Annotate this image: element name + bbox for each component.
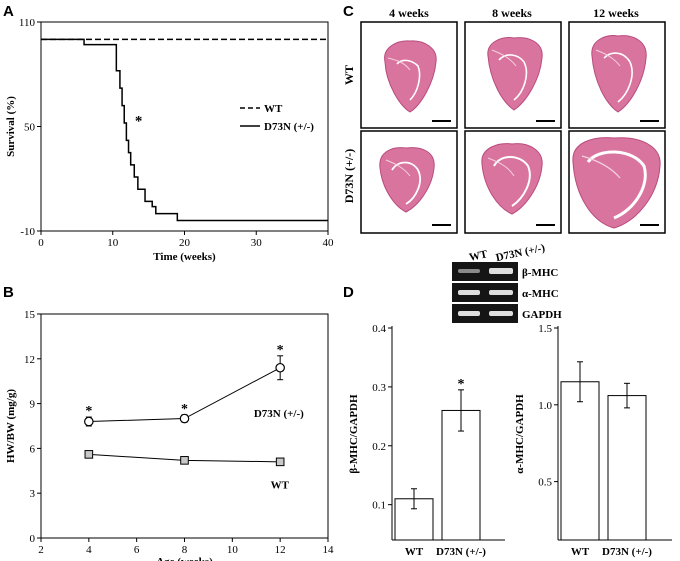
hwbw-chart: 2 4 6 8 10 12 14 0 3 6 9 12 15 Age (weeks) HW/BW (mg/g… (5, 309, 334, 561)
series-line-d73n (41, 38, 328, 222)
x-tick-label: 20 (179, 237, 191, 249)
gel-band (458, 269, 480, 273)
x-tick-label: 12 (275, 544, 286, 556)
panel-label-b: B (3, 284, 14, 301)
data-point-wt (275, 457, 285, 467)
x-axis-label: Time (weeks) (153, 251, 216, 263)
gel-band (458, 290, 480, 295)
y-tick-label: 0.1 (372, 500, 386, 512)
x-tick-label: 14 (323, 544, 335, 556)
plot-frame (40, 313, 329, 539)
significance-star: * (135, 114, 143, 130)
category-label-wt: WT (571, 546, 590, 558)
y-tick-label: 1.0 (538, 400, 552, 412)
data-point-d73n (84, 416, 94, 427)
beta-mhc-bar-chart: 0.1 0.2 0.3 0.4 β-MHC/GAPDH WT D73N (+/-) * (348, 323, 505, 558)
x-tick-label: 6 (134, 544, 140, 556)
y-axis-label: Survival (%) (5, 96, 17, 157)
y-tick-label: 3 (30, 488, 36, 500)
gel-lane-wt: WT (468, 248, 489, 264)
gel-strip-gapdh (452, 304, 518, 323)
x-tick-label: 40 (323, 237, 335, 249)
y-tick-label: 1.5 (538, 323, 552, 335)
western-gel: WT D73N (+/-) β-MHC α-MHC GAPDH (452, 242, 562, 323)
x-tick-label: 4 (86, 544, 92, 556)
col-label-8-weeks: 8 weeks (492, 6, 532, 20)
x-tick-label: 10 (107, 237, 119, 249)
significance-star: * (85, 404, 92, 419)
bar-wt (560, 381, 600, 541)
x-axis-label: Age (weeks) (156, 556, 213, 561)
series-label-wt: WT (271, 480, 290, 492)
y-axis-label: β-MHC/GAPDH (348, 394, 360, 474)
significance-star: * (181, 402, 188, 417)
gel-lane-d73n: D73N (+/-) (495, 242, 547, 264)
heart-section-wt-12w (591, 35, 647, 113)
heart-section-d73n-12w (572, 137, 661, 229)
gel-strip-beta (452, 262, 518, 281)
y-tick-label: -10 (20, 226, 35, 238)
gel-band (489, 311, 513, 316)
data-point-wt (84, 450, 94, 459)
y-tick-label: 15 (24, 309, 36, 321)
significance-star: * (277, 343, 284, 358)
y-axis-label: HW/BW (mg/g) (5, 389, 17, 463)
data-point-d73n (179, 413, 190, 424)
data-point-d73n (275, 362, 285, 373)
col-label-12-weeks: 12 weeks (593, 6, 639, 20)
y-tick-label: 50 (24, 122, 36, 134)
bar-d73n (607, 395, 647, 541)
panel-label-d: D (343, 284, 354, 301)
legend-label-wt: WT (264, 103, 283, 115)
y-axis-label: α-MHC/GAPDH (514, 394, 526, 474)
category-label-d73n: D73N (+/-) (602, 546, 652, 558)
col-label-4-weeks: 4 weeks (389, 6, 429, 20)
y-tick-label: 110 (19, 17, 36, 29)
heart-section-d73n-8w (481, 143, 543, 215)
y-tick-label: 0 (30, 533, 36, 545)
x-tick-label: 30 (251, 237, 263, 249)
gel-band (458, 311, 480, 316)
alpha-mhc-bar-chart: 0.5 1.0 1.5 α-MHC/GAPDH WT D73N (+/-) (514, 323, 672, 558)
gel-label-beta-mhc: β-MHC (522, 267, 558, 279)
category-label-d73n: D73N (+/-) (436, 546, 486, 558)
y-tick-label: 9 (30, 399, 36, 411)
gel-band (489, 290, 513, 295)
heart-section-wt-4w (384, 40, 437, 113)
y-tick-label: 0.3 (372, 382, 386, 394)
histology-grid: 4 weeks 8 weeks 12 weeks WT D73N (+/-) (342, 6, 666, 234)
y-tick-label: 0.2 (372, 441, 386, 453)
x-tick-label: 0 (38, 237, 44, 249)
gel-band (489, 268, 513, 274)
survival-chart: 0 10 20 30 40 -10 50 110 Time (weeks) Survival (%… (5, 17, 334, 263)
x-tick-label: 2 (38, 544, 44, 556)
x-tick-label: 10 (227, 544, 239, 556)
panel-label-c: C (343, 3, 354, 20)
y-tick-label: 12 (24, 354, 35, 366)
panel-label-a: A (3, 3, 14, 20)
gel-label-gapdh: GAPDH (522, 309, 562, 321)
gel-strip-alpha (452, 283, 518, 302)
data-point-wt (180, 456, 189, 465)
heart-section-d73n-4w (379, 147, 435, 213)
category-label-wt: WT (405, 546, 424, 558)
row-label-d73n: D73N (+/-) (342, 149, 356, 204)
series-label-d73n: D73N (+/-) (254, 408, 304, 420)
row-label-wt: WT (342, 65, 356, 85)
significance-star: * (458, 377, 465, 392)
y-tick-label: 6 (30, 443, 36, 455)
heart-section-wt-8w (487, 37, 543, 111)
bar-d73n (441, 409, 481, 541)
y-tick-label: 0.4 (372, 323, 386, 335)
legend-label-d73n: D73N (+/-) (264, 121, 314, 133)
gel-label-alpha-mhc: α-MHC (522, 288, 559, 300)
y-tick-label: 0.5 (538, 477, 552, 489)
x-tick-label: 8 (182, 544, 188, 556)
